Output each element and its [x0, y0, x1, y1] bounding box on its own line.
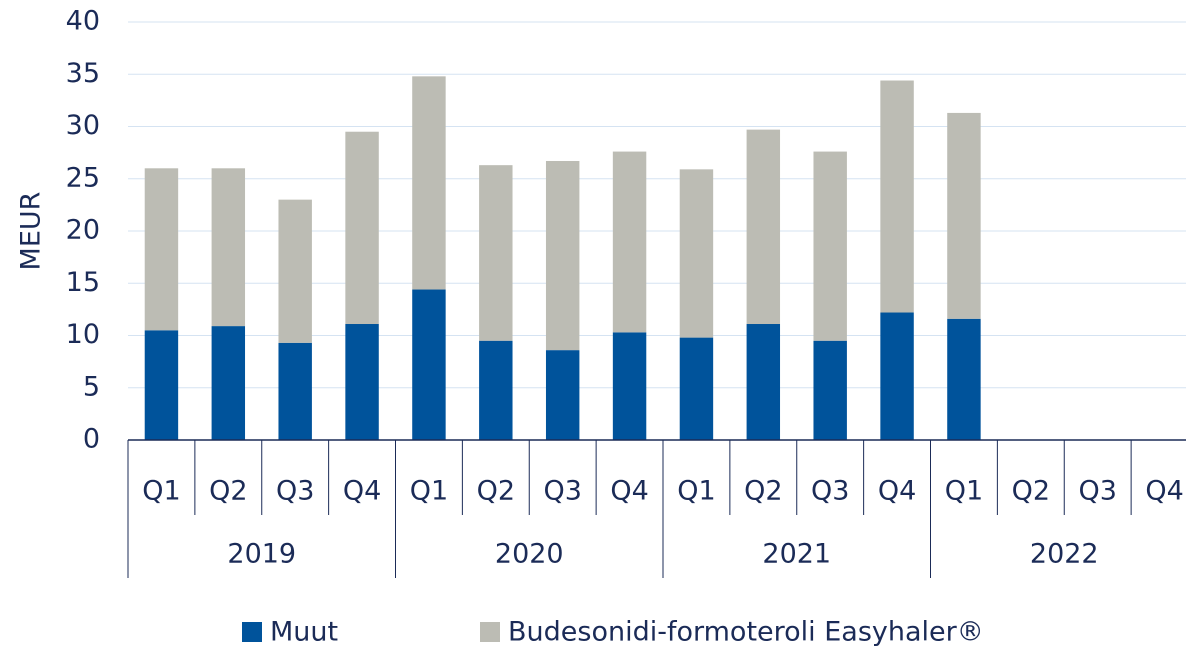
bar-segment — [412, 289, 446, 440]
y-tick-label: 0 — [83, 424, 100, 455]
bar-segment — [880, 80, 914, 313]
bar-segment — [880, 312, 914, 440]
bar-segment — [612, 151, 647, 333]
x-tick-label: Q2 — [1012, 476, 1050, 507]
x-tick-label: Q4 — [1145, 476, 1183, 507]
group-label: 2019 — [227, 539, 296, 570]
x-tick-label: Q1 — [410, 476, 448, 507]
y-tick-label: 40 — [66, 6, 100, 37]
bar-segment — [278, 342, 312, 440]
x-tick-label: Q1 — [677, 476, 715, 507]
bar-segment — [679, 169, 714, 338]
bar-segment — [746, 324, 781, 440]
legend-swatch — [480, 622, 500, 642]
x-tick-label: Q4 — [878, 476, 916, 507]
bar-segment — [479, 165, 513, 341]
bar-segment — [412, 76, 446, 290]
x-tick-label: Q4 — [610, 476, 648, 507]
x-tick-label: Q3 — [811, 476, 849, 507]
x-tick-label: Q3 — [1078, 476, 1116, 507]
bar-segment — [345, 131, 379, 325]
y-axis-label: MEUR — [16, 192, 47, 271]
bar-segment — [545, 350, 580, 440]
y-tick-label: 30 — [66, 110, 100, 141]
legend-swatch — [242, 622, 262, 642]
bar-segment — [211, 168, 246, 327]
x-tick-label: Q4 — [343, 476, 381, 507]
bar-segment — [947, 318, 981, 440]
x-tick-label: Q2 — [477, 476, 515, 507]
group-label: 2021 — [762, 539, 831, 570]
bar-segment — [947, 112, 981, 319]
x-tick-label: Q1 — [945, 476, 983, 507]
bar-segment — [144, 330, 179, 440]
x-tick-label: Q2 — [744, 476, 782, 507]
bar-segment — [612, 332, 647, 440]
y-tick-label: 5 — [83, 371, 100, 402]
x-tick-label: Q1 — [142, 476, 180, 507]
y-tick-label: 15 — [66, 267, 100, 298]
y-tick-label: 20 — [66, 215, 100, 246]
bar-segment — [278, 199, 312, 343]
bar-segment — [746, 129, 781, 325]
x-tick-label: Q2 — [209, 476, 247, 507]
bar-segment — [211, 326, 246, 440]
y-tick-label: 10 — [66, 319, 100, 350]
x-tick-label: Q3 — [543, 476, 581, 507]
x-tick-label: Q3 — [276, 476, 314, 507]
y-tick-label: 25 — [66, 162, 100, 193]
bar-segment — [345, 324, 379, 440]
legend-label: Budesonidi-formoteroli Easyhaler® — [508, 617, 984, 648]
bar-segment — [479, 340, 513, 440]
legend-label: Muut — [270, 617, 338, 648]
group-label: 2020 — [495, 539, 564, 570]
group-label: 2022 — [1030, 539, 1099, 570]
bar-segment — [813, 340, 847, 440]
bar-segment — [545, 160, 580, 351]
bar-segment — [679, 337, 714, 440]
bar-segment — [813, 151, 847, 341]
y-tick-label: 35 — [66, 58, 100, 89]
bar-segment — [144, 168, 179, 331]
